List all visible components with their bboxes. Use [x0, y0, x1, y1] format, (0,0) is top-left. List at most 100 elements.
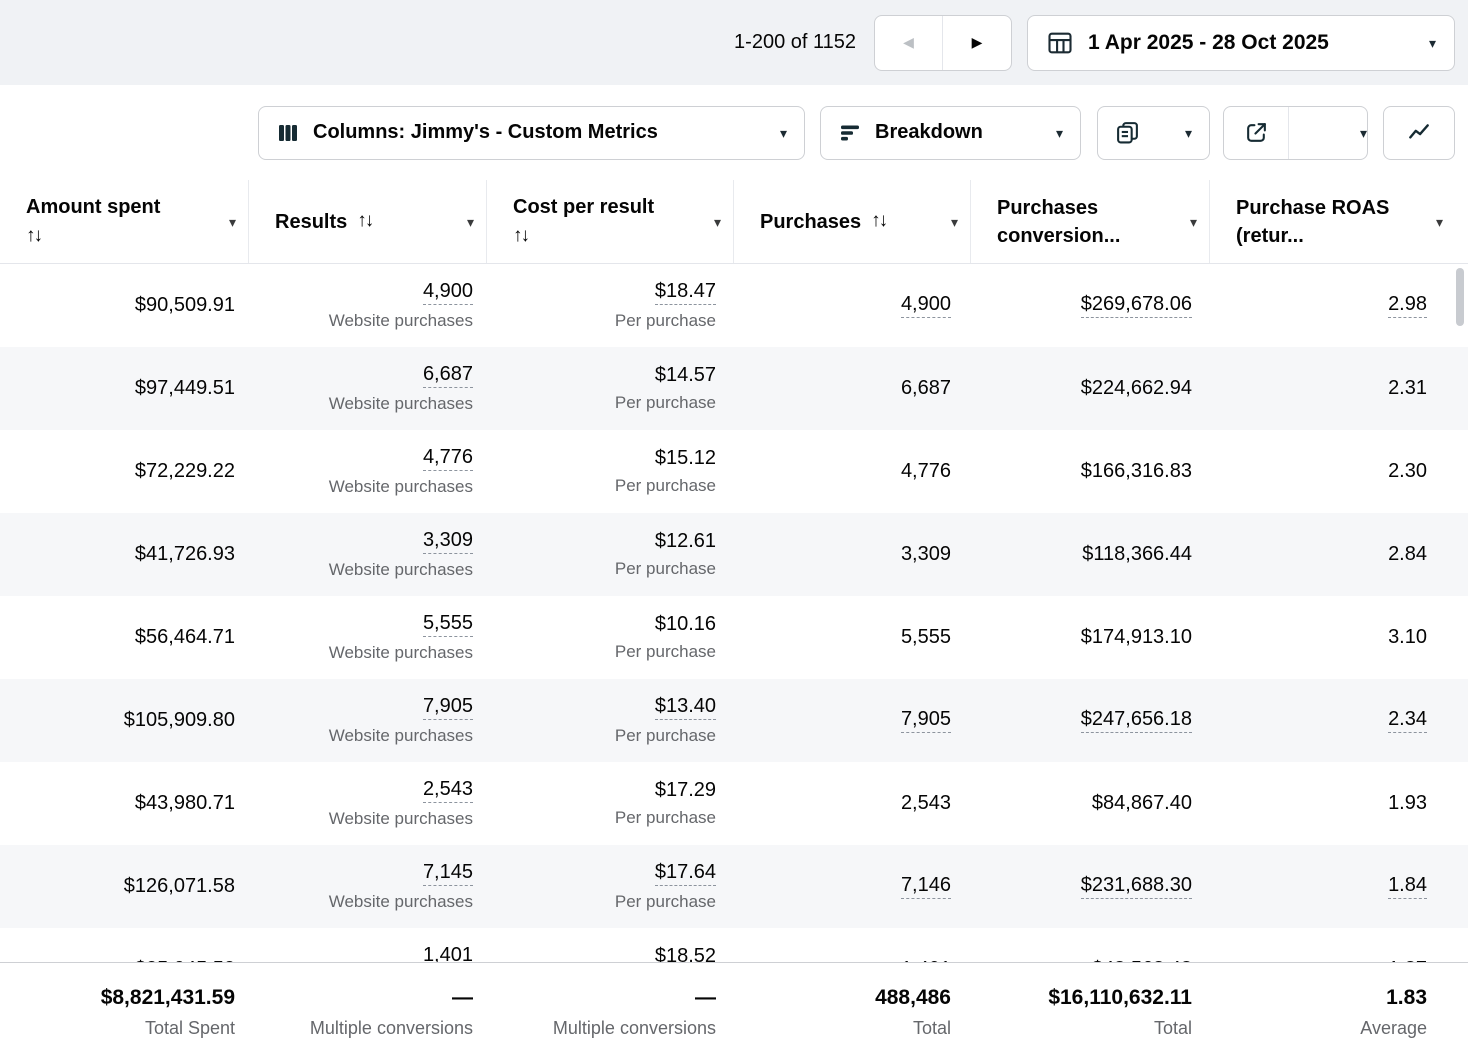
- next-page-button[interactable]: ▶: [943, 16, 1011, 70]
- results-value[interactable]: 4,900: [422, 280, 473, 305]
- header-purchases[interactable]: Purchases ↑↓ ▾: [734, 180, 971, 263]
- footer-label: Multiple conversions: [309, 1018, 473, 1038]
- footer-purchases: 488,486 Total: [734, 963, 971, 1062]
- export-options-button[interactable]: ▾: [1302, 107, 1367, 159]
- results-value[interactable]: 2,543: [422, 778, 473, 803]
- chevron-down-icon[interactable]: ▾: [1189, 213, 1197, 230]
- sort-icon[interactable]: ↑↓: [871, 210, 888, 232]
- cost-sublabel: Per purchase: [614, 476, 716, 495]
- export-button[interactable]: [1224, 106, 1290, 159]
- results-value[interactable]: 4,776: [422, 446, 473, 471]
- cell-purchases: 4,776: [734, 430, 971, 513]
- results-value[interactable]: 7,905: [422, 695, 473, 720]
- cost-per-result-value[interactable]: $18.47: [654, 280, 716, 305]
- cell-cost-per-result: $15.12 Per purchase: [487, 430, 734, 513]
- sort-icon[interactable]: ↑↓: [357, 210, 374, 232]
- results-value[interactable]: 7,145: [422, 861, 473, 886]
- chevron-down-icon: ▾: [1428, 34, 1436, 51]
- cell-amount-spent: $126,071.58: [0, 845, 249, 928]
- chevron-down-icon[interactable]: ▾: [713, 213, 721, 230]
- purchases-value: 1,401: [901, 958, 951, 962]
- purchases-value[interactable]: 7,146: [900, 874, 951, 899]
- roas-value[interactable]: 2.34: [1388, 708, 1427, 733]
- header-cost-per-result[interactable]: Cost per result ↑↓ ▾: [487, 180, 734, 263]
- scrollbar-thumb[interactable]: [1456, 268, 1464, 326]
- amount-spent-value: $41,726.93: [134, 543, 235, 565]
- roas-value: 2.31: [1388, 377, 1427, 399]
- table-row: $105,909.80 7,905 Website purchases $13.4…: [0, 679, 1468, 762]
- table-header: Amount spent ↑↓ ▾ Results ↑↓ ▾ Cost per …: [0, 180, 1468, 264]
- cell-amount-spent: $105,909.80: [0, 679, 249, 762]
- roas-value: 2.30: [1388, 460, 1427, 482]
- chevron-down-icon[interactable]: ▾: [466, 213, 474, 230]
- cell-purchase-roas: 3.10: [1210, 596, 1455, 679]
- cell-purchases: 2,543: [734, 762, 971, 845]
- chevron-right-icon: ▶: [971, 34, 983, 50]
- cell-cost-per-result: $18.52Per purchase: [487, 928, 734, 962]
- reports-icon: [1115, 120, 1140, 145]
- footer-value: $16,110,632.11: [1048, 986, 1192, 1009]
- cell-amount-spent: $72,229.22: [0, 430, 249, 513]
- header-content: Purchases ↑↓: [760, 208, 888, 236]
- footer-value: 488,486: [875, 986, 951, 1009]
- cell-purchases-conversion: $118,366.44: [971, 513, 1210, 596]
- cost-sublabel: Per purchase: [614, 726, 716, 745]
- date-range-picker[interactable]: 1 Apr 2025 - 28 Oct 2025 ▾: [1027, 14, 1455, 71]
- sort-icon[interactable]: ↑↓: [513, 225, 530, 247]
- roas-value[interactable]: 2.98: [1388, 293, 1427, 318]
- chevron-down-icon[interactable]: ▾: [950, 213, 958, 230]
- table-row: $90,509.91 4,900 Website purchases $18.47…: [0, 264, 1468, 347]
- cell-cost-per-result: $17.64 Per purchase: [487, 845, 734, 928]
- cell-purchases-conversion: $224,662.94: [971, 347, 1210, 430]
- amount-spent-value: $72,229.22: [134, 460, 235, 482]
- results-value[interactable]: 6,687: [422, 363, 473, 388]
- sort-icon[interactable]: ↑↓: [26, 225, 43, 247]
- conversion-value[interactable]: $247,656.18: [1080, 708, 1192, 733]
- cost-sublabel: Per purchase: [614, 808, 716, 827]
- date-range-label: 1 Apr 2025 - 28 Oct 2025: [1088, 30, 1329, 54]
- cell-amount-spent: $43,980.71: [0, 762, 249, 845]
- breakdown-button[interactable]: Breakdown ▾: [820, 105, 1081, 160]
- purchases-value[interactable]: 4,900: [900, 293, 951, 318]
- conversion-value: $174,913.10: [1080, 626, 1192, 648]
- footer-label: Total Spent: [144, 1018, 235, 1038]
- purchases-value: 3,309: [900, 543, 951, 565]
- chevron-down-icon: ▾: [1184, 124, 1192, 141]
- table-row: $126,071.58 7,145 Website purchases $17.6…: [0, 845, 1468, 928]
- header-label: Purchases: [760, 210, 862, 233]
- conversion-value[interactable]: $269,678.06: [1080, 293, 1192, 318]
- chevron-down-icon[interactable]: ▾: [228, 213, 236, 230]
- chevron-down-icon: ▾: [779, 124, 787, 141]
- previous-page-button[interactable]: ◀: [875, 15, 943, 70]
- header-purchases-conversion[interactable]: Purchases conversion... ▾: [971, 180, 1210, 263]
- cost-per-result-value[interactable]: $17.64: [654, 861, 716, 886]
- conversion-value: $84,867.40: [1091, 792, 1192, 814]
- results-sublabel: Website purchases: [328, 892, 473, 911]
- amount-spent-value: $56,464.71: [134, 626, 235, 648]
- cell-amount-spent: $97,449.51: [0, 347, 249, 430]
- charts-button[interactable]: [1383, 105, 1455, 160]
- purchases-value[interactable]: 7,905: [900, 708, 951, 733]
- table-row: $25,945.52 1,401Website purchases $18.52…: [0, 928, 1468, 962]
- conversion-value[interactable]: $231,688.30: [1080, 874, 1192, 899]
- reports-button[interactable]: ▾: [1097, 105, 1210, 160]
- cost-per-result-value[interactable]: $13.40: [654, 695, 716, 720]
- columns-button[interactable]: Columns: Jimmy's - Custom Metrics ▾: [258, 105, 805, 160]
- results-value[interactable]: 5,555: [422, 612, 473, 637]
- roas-value[interactable]: 1.84: [1388, 874, 1427, 899]
- footer-value: $8,821,431.59: [100, 986, 235, 1009]
- cell-purchase-roas: 1.87: [1210, 928, 1455, 962]
- header-label: Purchases conversion...: [997, 196, 1121, 247]
- results-value[interactable]: 3,309: [422, 529, 473, 554]
- header-purchase-roas[interactable]: Purchase ROAS (retur... ▾: [1210, 180, 1455, 263]
- header-amount-spent[interactable]: Amount spent ↑↓ ▾: [0, 180, 249, 263]
- results-value[interactable]: 1,401: [423, 944, 473, 962]
- cell-purchases-conversion: $231,688.30: [971, 845, 1210, 928]
- footer-cost-per-result: — Multiple conversions: [487, 963, 734, 1062]
- cell-results: 3,309 Website purchases: [249, 513, 487, 596]
- cell-cost-per-result: $12.61 Per purchase: [487, 513, 734, 596]
- chevron-down-icon[interactable]: ▾: [1435, 213, 1443, 230]
- amount-spent-value: $126,071.58: [123, 875, 235, 897]
- toolbar: Columns: Jimmy's - Custom Metrics ▾ Brea…: [0, 85, 1468, 180]
- header-results[interactable]: Results ↑↓ ▾: [249, 180, 487, 263]
